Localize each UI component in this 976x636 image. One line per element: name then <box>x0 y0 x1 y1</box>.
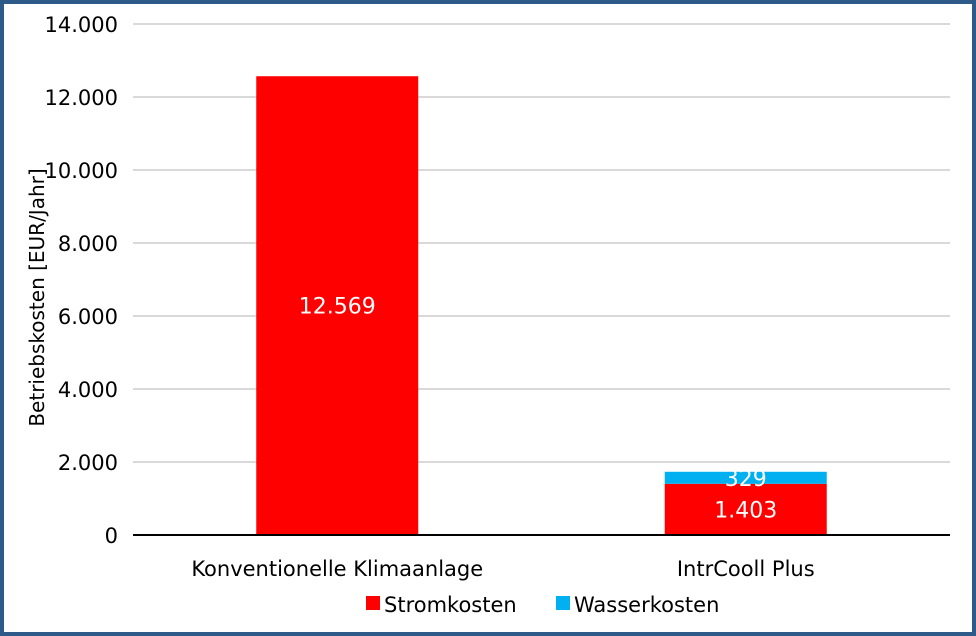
bar-stromkosten <box>256 76 419 535</box>
y-tick-label: 10.000 <box>45 159 118 183</box>
x-axis-categories: Konventionelle Klimaanlage IntrCooll Plus <box>191 557 814 581</box>
legend-swatch <box>366 596 380 610</box>
bars: 12.569 1.403 329 <box>256 76 827 535</box>
x-category-label: Konventionelle Klimaanlage <box>191 557 483 581</box>
gridlines <box>133 23 950 463</box>
y-tick-label: 0 <box>105 524 118 548</box>
legend-label: Wasserkosten <box>574 593 719 617</box>
y-axis-label: Betriebskosten [EUR/Jahr] <box>25 168 49 426</box>
y-tick-label: 4.000 <box>58 378 118 402</box>
legend-swatch <box>556 596 570 610</box>
x-category-label: IntrCooll Plus <box>677 557 815 581</box>
data-label: 12.569 <box>299 295 376 320</box>
data-label: 329 <box>725 467 767 492</box>
y-tick-label: 2.000 <box>58 451 118 475</box>
y-tick-label: 8.000 <box>58 232 118 256</box>
legend: Stromkosten Wasserkosten <box>366 593 719 617</box>
y-axis-ticks: 0 2.000 4.000 6.000 8.000 10.000 12.000 14.000 <box>45 13 118 548</box>
legend-label: Stromkosten <box>384 593 517 617</box>
data-label: 1.403 <box>714 498 777 523</box>
y-tick-label: 6.000 <box>58 305 118 329</box>
y-tick-label: 14.000 <box>45 13 118 37</box>
bar-wasserkosten <box>664 471 827 484</box>
bar-stromkosten <box>664 483 827 535</box>
y-tick-label: 12.000 <box>45 86 118 110</box>
